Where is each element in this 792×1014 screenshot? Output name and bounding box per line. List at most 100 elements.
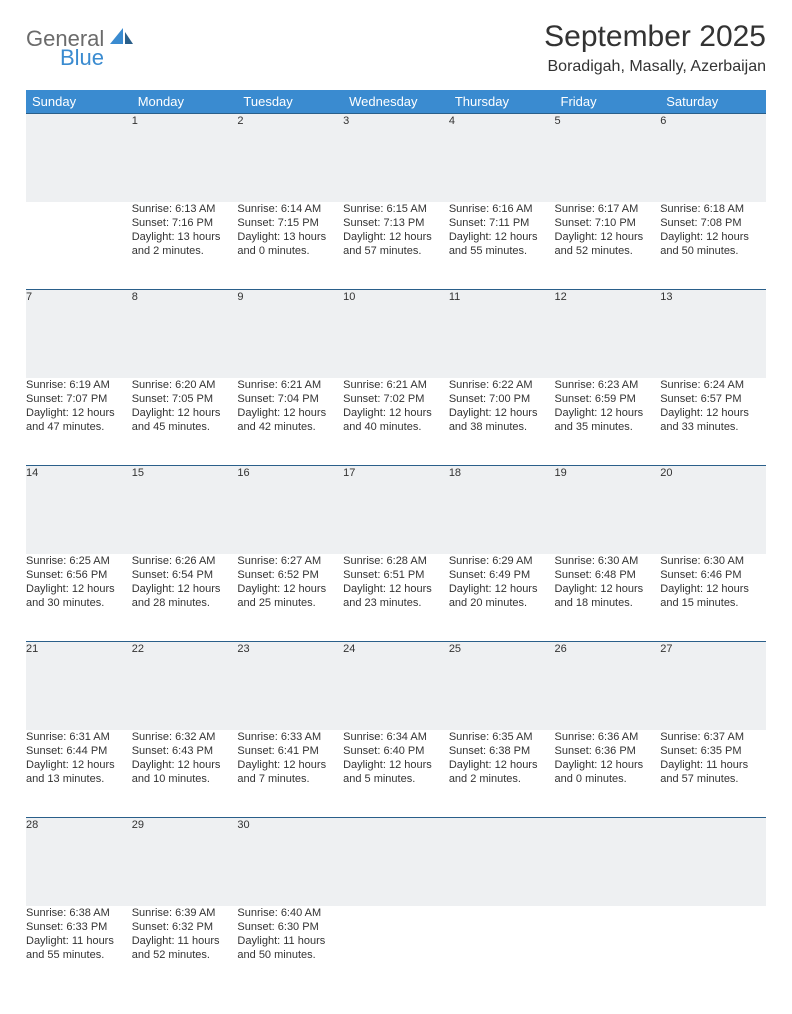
week-detail-row: Sunrise: 6:31 AMSunset: 6:44 PMDaylight:…	[26, 730, 766, 818]
sunset-text: Sunset: 6:59 PM	[555, 392, 661, 406]
day-detail-cell: Sunrise: 6:28 AMSunset: 6:51 PMDaylight:…	[343, 554, 449, 642]
day-number-cell: 30	[237, 818, 343, 906]
sunset-text: Sunset: 6:43 PM	[132, 744, 238, 758]
daylight-text: and 52 minutes.	[555, 244, 661, 258]
sunset-text: Sunset: 7:10 PM	[555, 216, 661, 230]
week-number-row: 21222324252627	[26, 642, 766, 730]
sunset-text: Sunset: 7:13 PM	[343, 216, 449, 230]
day-header: Monday	[132, 90, 238, 114]
day-number: 16	[237, 467, 249, 479]
daylight-text: and 50 minutes.	[237, 948, 343, 962]
week-number-row: 282930	[26, 818, 766, 906]
day-number-cell: 29	[132, 818, 238, 906]
day-detail-cell: Sunrise: 6:23 AMSunset: 6:59 PMDaylight:…	[555, 378, 661, 466]
sunset-text: Sunset: 6:51 PM	[343, 568, 449, 582]
day-detail-cell: Sunrise: 6:31 AMSunset: 6:44 PMDaylight:…	[26, 730, 132, 818]
week-detail-row: Sunrise: 6:38 AMSunset: 6:33 PMDaylight:…	[26, 906, 766, 994]
day-number-cell: 21	[26, 642, 132, 730]
day-detail-cell	[555, 906, 661, 994]
day-number-cell: 10	[343, 290, 449, 378]
sunrise-text: Sunrise: 6:13 AM	[132, 202, 238, 216]
week-number-row: 78910111213	[26, 290, 766, 378]
sunrise-text: Sunrise: 6:33 AM	[237, 730, 343, 744]
day-detail-cell: Sunrise: 6:30 AMSunset: 6:46 PMDaylight:…	[660, 554, 766, 642]
day-number-cell: 28	[26, 818, 132, 906]
day-number: 26	[555, 643, 567, 655]
day-header: Tuesday	[237, 90, 343, 114]
daylight-text: Daylight: 12 hours	[26, 406, 132, 420]
daylight-text: Daylight: 12 hours	[343, 582, 449, 596]
day-number: 11	[449, 291, 460, 303]
daylight-text: and 40 minutes.	[343, 420, 449, 434]
day-number: 2	[237, 115, 243, 127]
day-number-cell: 3	[343, 114, 449, 202]
sunset-text: Sunset: 7:16 PM	[132, 216, 238, 230]
daylight-text: and 10 minutes.	[132, 772, 238, 786]
sunset-text: Sunset: 6:30 PM	[237, 920, 343, 934]
daylight-text: Daylight: 12 hours	[449, 406, 555, 420]
day-number-cell	[555, 818, 661, 906]
daylight-text: Daylight: 12 hours	[237, 582, 343, 596]
sunrise-text: Sunrise: 6:18 AM	[660, 202, 766, 216]
sunrise-text: Sunrise: 6:23 AM	[555, 378, 661, 392]
day-number-cell: 11	[449, 290, 555, 378]
sunset-text: Sunset: 6:38 PM	[449, 744, 555, 758]
day-number-cell: 14	[26, 466, 132, 554]
daylight-text: Daylight: 11 hours	[237, 934, 343, 948]
day-detail-cell: Sunrise: 6:26 AMSunset: 6:54 PMDaylight:…	[132, 554, 238, 642]
sunset-text: Sunset: 6:36 PM	[555, 744, 661, 758]
daylight-text: Daylight: 12 hours	[237, 406, 343, 420]
day-number: 21	[26, 643, 38, 655]
sunset-text: Sunset: 7:11 PM	[449, 216, 555, 230]
sunset-text: Sunset: 7:15 PM	[237, 216, 343, 230]
day-number-cell: 4	[449, 114, 555, 202]
day-number: 14	[26, 467, 38, 479]
day-detail-cell: Sunrise: 6:39 AMSunset: 6:32 PMDaylight:…	[132, 906, 238, 994]
daylight-text: and 57 minutes.	[343, 244, 449, 258]
day-detail-cell: Sunrise: 6:20 AMSunset: 7:05 PMDaylight:…	[132, 378, 238, 466]
week-detail-row: Sunrise: 6:13 AMSunset: 7:16 PMDaylight:…	[26, 202, 766, 290]
sunset-text: Sunset: 6:49 PM	[449, 568, 555, 582]
day-number: 3	[343, 115, 349, 127]
day-number: 4	[449, 115, 455, 127]
day-number: 27	[660, 643, 672, 655]
day-detail-cell: Sunrise: 6:19 AMSunset: 7:07 PMDaylight:…	[26, 378, 132, 466]
daylight-text: and 2 minutes.	[449, 772, 555, 786]
day-number-cell: 8	[132, 290, 238, 378]
daylight-text: and 52 minutes.	[132, 948, 238, 962]
sunrise-text: Sunrise: 6:39 AM	[132, 906, 238, 920]
day-number: 18	[449, 467, 461, 479]
day-detail-cell: Sunrise: 6:38 AMSunset: 6:33 PMDaylight:…	[26, 906, 132, 994]
daylight-text: Daylight: 12 hours	[449, 758, 555, 772]
sunset-text: Sunset: 7:07 PM	[26, 392, 132, 406]
daylight-text: and 5 minutes.	[343, 772, 449, 786]
daylight-text: Daylight: 12 hours	[343, 230, 449, 244]
sunrise-text: Sunrise: 6:20 AM	[132, 378, 238, 392]
day-number-cell: 2	[237, 114, 343, 202]
day-detail-cell: Sunrise: 6:21 AMSunset: 7:04 PMDaylight:…	[237, 378, 343, 466]
day-detail-cell: Sunrise: 6:29 AMSunset: 6:49 PMDaylight:…	[449, 554, 555, 642]
daylight-text: and 55 minutes.	[449, 244, 555, 258]
page-title: September 2025	[544, 20, 766, 54]
day-number: 8	[132, 291, 138, 303]
day-header: Friday	[555, 90, 661, 114]
logo-text-block: General Blue	[26, 26, 135, 69]
header: General Blue September 2025 Boradigah, M…	[26, 20, 766, 76]
day-detail-cell: Sunrise: 6:18 AMSunset: 7:08 PMDaylight:…	[660, 202, 766, 290]
day-number: 5	[555, 115, 561, 127]
day-number: 22	[132, 643, 144, 655]
day-detail-cell: Sunrise: 6:30 AMSunset: 6:48 PMDaylight:…	[555, 554, 661, 642]
daylight-text: and 57 minutes.	[660, 772, 766, 786]
day-number-cell: 7	[26, 290, 132, 378]
sunrise-text: Sunrise: 6:17 AM	[555, 202, 661, 216]
day-number-cell: 25	[449, 642, 555, 730]
daylight-text: Daylight: 12 hours	[555, 582, 661, 596]
sunrise-text: Sunrise: 6:35 AM	[449, 730, 555, 744]
sunset-text: Sunset: 6:46 PM	[660, 568, 766, 582]
sunset-text: Sunset: 7:02 PM	[343, 392, 449, 406]
day-number-cell: 26	[555, 642, 661, 730]
daylight-text: Daylight: 13 hours	[237, 230, 343, 244]
day-number: 6	[660, 115, 666, 127]
day-number-cell: 18	[449, 466, 555, 554]
day-number: 30	[237, 819, 249, 831]
